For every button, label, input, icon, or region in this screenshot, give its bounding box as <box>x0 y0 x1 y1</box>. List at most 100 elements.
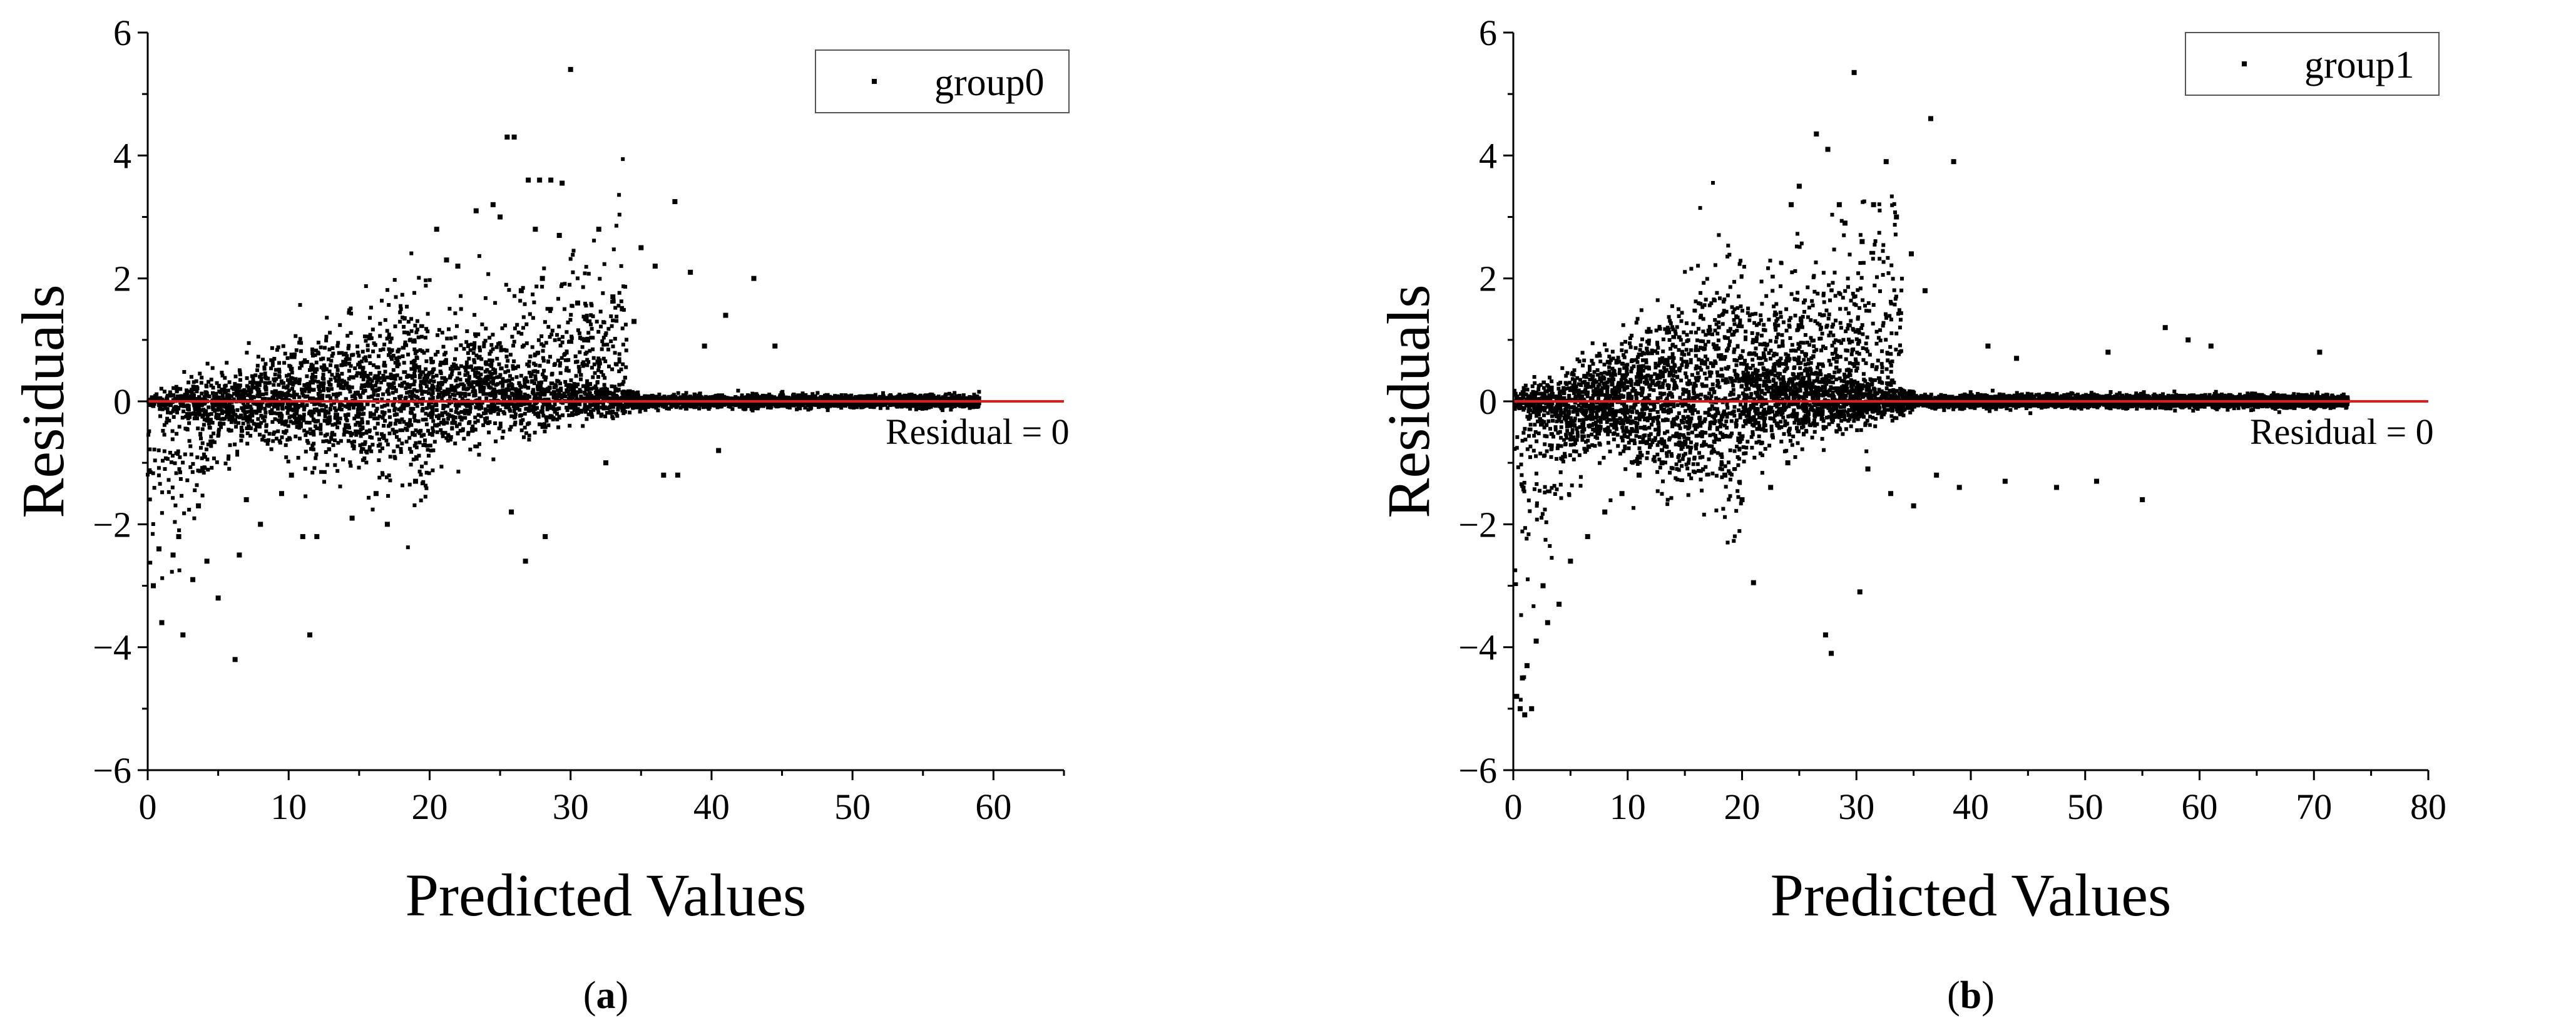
scatter-point <box>723 312 728 318</box>
x-axis-label: Predicted Values <box>1771 862 2172 929</box>
scatter-point <box>582 337 588 342</box>
x-tick-label: 40 <box>693 786 730 827</box>
scatter-point <box>560 180 565 186</box>
scatter-point <box>1928 116 1934 121</box>
scatter-point <box>498 214 503 220</box>
scatter-point <box>444 257 449 263</box>
scatter-point <box>159 620 165 626</box>
scatter-point <box>314 533 320 539</box>
scatter-point <box>1934 472 1940 478</box>
y-tick-label: 2 <box>1479 259 1497 299</box>
scatter-point <box>1822 632 1828 638</box>
scatter-point <box>373 491 379 497</box>
x-tick-label: 0 <box>139 786 157 827</box>
y-axis-label: Residuals <box>1375 284 1442 518</box>
scatter-point <box>1517 706 1523 711</box>
y-tick-label: −6 <box>1458 750 1497 791</box>
scatter-point <box>518 288 524 294</box>
y-tick-label: 6 <box>1479 13 1497 53</box>
scatter-point <box>1796 183 1802 189</box>
scatter-point <box>556 232 562 238</box>
scatter-point-cluster <box>146 157 981 580</box>
legend-box <box>2185 32 2440 96</box>
y-tick-label: 0 <box>113 381 131 422</box>
y-axis-label: Residuals <box>9 284 76 518</box>
scatter-point <box>196 503 202 508</box>
x-tick-label: 10 <box>1610 786 1646 827</box>
scatter-point <box>702 343 707 349</box>
scatter-point <box>1851 70 1857 75</box>
scatter-point <box>490 202 496 207</box>
scatter-point <box>1659 460 1665 466</box>
legend-marker <box>872 79 877 84</box>
scatter-point <box>543 533 548 539</box>
legend-box <box>815 49 1070 113</box>
scatter-point <box>151 583 156 589</box>
x-tick-label: 50 <box>2067 786 2103 827</box>
y-tick-label: 4 <box>1479 135 1497 176</box>
scatter-point <box>1524 663 1530 669</box>
y-tick-label: −2 <box>93 504 131 545</box>
scatter-point <box>1522 712 1528 718</box>
y-tick-label: 2 <box>113 259 131 299</box>
scatter-point <box>455 264 461 269</box>
x-tick-label: 30 <box>553 786 589 827</box>
scatter-point <box>504 134 510 140</box>
y-tick-label: 0 <box>1479 381 1497 422</box>
panel-label: (a) <box>583 974 628 1017</box>
scatter-point <box>1789 202 1794 207</box>
scatter-point <box>1514 694 1520 699</box>
scatter-point <box>575 300 580 306</box>
scatter-point <box>307 632 313 638</box>
x-tick-label: 0 <box>1505 786 1523 827</box>
legend-marker <box>2242 61 2247 66</box>
x-tick-label: 20 <box>411 786 447 827</box>
scatter-point <box>1529 706 1535 711</box>
scatter-point <box>1739 497 1745 503</box>
scatter-point <box>1637 472 1642 478</box>
legend-label: group1 <box>2304 44 2415 86</box>
scatter-point <box>349 515 355 521</box>
scatter-point <box>2162 325 2168 331</box>
scatter-band <box>146 157 981 580</box>
scatter-point <box>539 276 545 281</box>
scatter-point <box>180 632 186 638</box>
scatter-point <box>716 448 722 453</box>
scatter-point <box>2105 349 2111 355</box>
panel-label-letter: b <box>1960 974 1981 1017</box>
scatter-point <box>2317 349 2323 355</box>
scatter-point <box>511 134 517 140</box>
y-tick-label: −4 <box>1458 627 1497 668</box>
y-tick-label: 4 <box>113 135 131 176</box>
scatter-point <box>675 472 680 478</box>
scatter-point <box>1585 533 1590 539</box>
y-tick-label: −2 <box>1458 504 1497 545</box>
scatter-point <box>1883 159 1889 165</box>
scatter-point <box>568 66 573 72</box>
scatter-point <box>688 269 693 275</box>
x-tick-label: 20 <box>1724 786 1761 827</box>
scatter-point <box>2014 356 2020 361</box>
reference-line-label: Residual = 0 <box>886 411 1070 452</box>
scatter-point <box>509 509 514 515</box>
x-tick-label: 70 <box>2296 786 2332 827</box>
scatter-point <box>1722 472 1728 478</box>
scatter-point <box>176 533 181 539</box>
scatter-point <box>2140 497 2145 503</box>
scatter-point <box>1859 239 1865 244</box>
x-tick-label: 50 <box>834 786 871 827</box>
scatter-point <box>1540 583 1546 589</box>
scatter-point <box>1545 620 1550 626</box>
scatter-point <box>473 208 479 214</box>
y-tick-label: −6 <box>93 750 131 791</box>
scatter-point <box>300 533 305 539</box>
scatter-point <box>638 245 644 250</box>
scatter-point <box>1751 580 1756 585</box>
scatter-point <box>533 227 538 232</box>
scatter-point <box>289 472 294 478</box>
scatter-point <box>672 198 678 204</box>
scatter-point <box>384 522 390 527</box>
